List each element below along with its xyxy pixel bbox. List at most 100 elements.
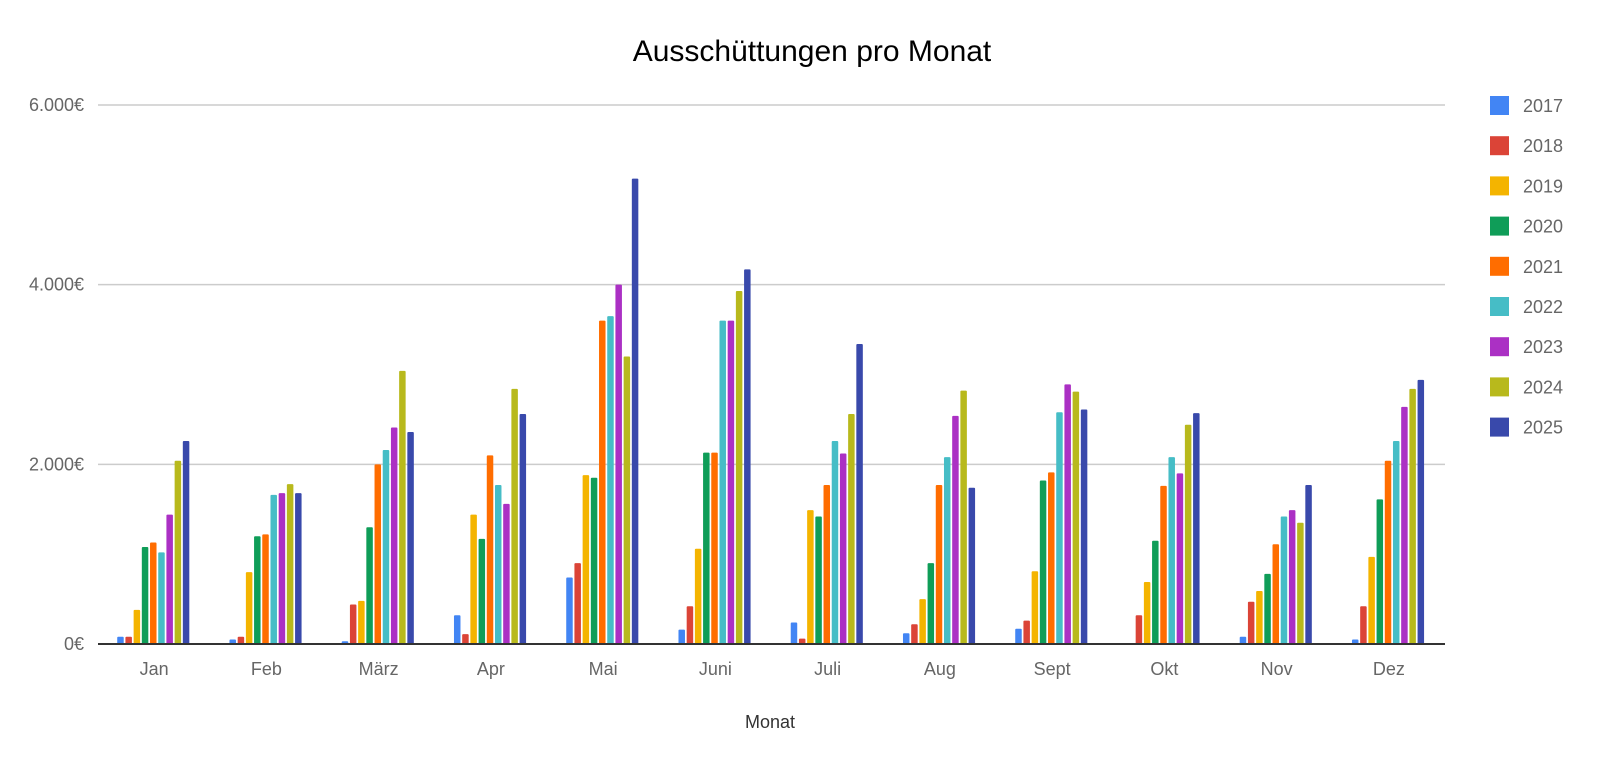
bar-2018-Sept[interactable] bbox=[1023, 620, 1030, 644]
bar-2017-Mai[interactable] bbox=[566, 577, 573, 644]
bar-2019-Okt[interactable] bbox=[1143, 582, 1151, 644]
bar-2023-Nov[interactable] bbox=[1288, 510, 1296, 644]
bar-2018-Juni[interactable] bbox=[686, 606, 694, 644]
bar-2023-Dez[interactable] bbox=[1401, 406, 1408, 644]
bar-2017-Apr[interactable] bbox=[453, 615, 461, 644]
bar-2023-Okt[interactable] bbox=[1176, 473, 1184, 644]
bar-2021-Nov[interactable] bbox=[1272, 544, 1280, 644]
legend-label-2019[interactable]: 2019 bbox=[1523, 176, 1563, 196]
bar-2025-Okt[interactable] bbox=[1193, 413, 1200, 644]
bar-2025-Apr[interactable] bbox=[519, 414, 527, 644]
legend-swatch-2023[interactable] bbox=[1490, 337, 1509, 357]
bar-2019-Jan[interactable] bbox=[133, 609, 141, 644]
bar-2021-Apr[interactable] bbox=[486, 455, 494, 644]
bar-2021-Sept[interactable] bbox=[1048, 472, 1055, 644]
legend-swatch-2022[interactable] bbox=[1490, 297, 1509, 316]
bar-2022-Mai[interactable] bbox=[607, 316, 614, 644]
legend-swatch-2021[interactable] bbox=[1490, 256, 1509, 276]
bar-2023-Sept[interactable] bbox=[1064, 384, 1071, 644]
bar-2022-Okt[interactable] bbox=[1168, 457, 1175, 644]
bar-2021-Juli[interactable] bbox=[823, 485, 831, 644]
bar-2022-Sept[interactable] bbox=[1056, 412, 1063, 644]
bar-2020-Feb[interactable] bbox=[254, 536, 261, 644]
bar-2023-Mai[interactable] bbox=[615, 284, 622, 644]
bar-2022-Juli[interactable] bbox=[831, 440, 839, 644]
bar-2024-Aug[interactable] bbox=[960, 390, 967, 644]
bar-2025-Mai[interactable] bbox=[631, 178, 639, 644]
bar-2019-Aug[interactable] bbox=[919, 599, 926, 644]
legend-label-2023[interactable]: 2023 bbox=[1523, 337, 1563, 357]
bar-2019-Mai[interactable] bbox=[582, 475, 590, 644]
bar-2020-März[interactable] bbox=[366, 527, 373, 644]
bar-2020-Okt[interactable] bbox=[1152, 540, 1159, 644]
bar-2019-Feb[interactable] bbox=[245, 572, 253, 644]
bar-2022-Aug[interactable] bbox=[943, 457, 951, 644]
bar-2020-Apr[interactable] bbox=[478, 538, 486, 644]
bar-2022-Feb[interactable] bbox=[270, 494, 277, 644]
bar-2020-Jan[interactable] bbox=[141, 546, 149, 644]
bar-2021-Jan[interactable] bbox=[150, 542, 157, 644]
legend-label-2024[interactable]: 2024 bbox=[1523, 377, 1563, 397]
legend-swatch-2018[interactable] bbox=[1490, 136, 1509, 156]
bar-2024-Mai[interactable] bbox=[623, 356, 631, 644]
bar-2020-Nov[interactable] bbox=[1264, 573, 1271, 644]
bar-2017-Jan[interactable] bbox=[117, 636, 124, 644]
bar-2017-Nov[interactable] bbox=[1239, 636, 1247, 644]
bar-2017-Juni[interactable] bbox=[678, 629, 685, 644]
bar-2024-März[interactable] bbox=[399, 370, 406, 644]
bar-2022-März[interactable] bbox=[382, 449, 390, 644]
bar-2022-Jan[interactable] bbox=[158, 552, 165, 644]
bar-2017-Sept[interactable] bbox=[1015, 628, 1022, 644]
bar-2019-Apr[interactable] bbox=[470, 514, 477, 644]
bar-2024-Okt[interactable] bbox=[1184, 424, 1192, 644]
bar-2023-März[interactable] bbox=[390, 427, 398, 645]
bar-2024-Jan[interactable] bbox=[174, 460, 182, 644]
bar-2018-Dez[interactable] bbox=[1360, 606, 1367, 644]
bar-2025-März[interactable] bbox=[407, 431, 414, 644]
bar-2018-Apr[interactable] bbox=[462, 634, 469, 644]
bar-2024-Nov[interactable] bbox=[1297, 522, 1304, 644]
bar-2019-Dez[interactable] bbox=[1368, 556, 1375, 644]
bar-2024-Juli[interactable] bbox=[848, 414, 855, 644]
bar-2018-Jan[interactable] bbox=[125, 636, 132, 644]
bar-2021-Aug[interactable] bbox=[935, 485, 943, 644]
bar-2021-Okt[interactable] bbox=[1160, 485, 1167, 644]
bar-2023-Feb[interactable] bbox=[278, 493, 286, 644]
bar-2023-Jan[interactable] bbox=[166, 514, 173, 644]
bar-2024-Sept[interactable] bbox=[1072, 391, 1080, 644]
bar-2018-Aug[interactable] bbox=[911, 624, 918, 644]
bar-2020-Juli[interactable] bbox=[815, 516, 822, 644]
bar-2022-Dez[interactable] bbox=[1392, 440, 1400, 644]
bar-2022-Juni[interactable] bbox=[719, 320, 726, 644]
bar-2019-Juni[interactable] bbox=[694, 548, 702, 644]
bar-2021-Juni[interactable] bbox=[711, 452, 718, 644]
bar-2018-Mai[interactable] bbox=[574, 563, 581, 644]
bar-2019-Nov[interactable] bbox=[1256, 591, 1263, 644]
bar-2017-Juli[interactable] bbox=[790, 622, 798, 644]
bar-2020-Mai[interactable] bbox=[590, 477, 598, 644]
bar-2021-Feb[interactable] bbox=[262, 534, 269, 644]
bar-2020-Aug[interactable] bbox=[927, 563, 935, 644]
legend-label-2018[interactable]: 2018 bbox=[1523, 136, 1563, 156]
bar-2018-Juli[interactable] bbox=[798, 638, 806, 644]
legend-swatch-2024[interactable] bbox=[1490, 377, 1509, 397]
bar-2023-Juli[interactable] bbox=[839, 453, 847, 644]
bar-2021-Mai[interactable] bbox=[599, 320, 606, 644]
bar-2025-Nov[interactable] bbox=[1305, 485, 1312, 644]
bar-2023-Aug[interactable] bbox=[952, 415, 959, 644]
bar-2025-Feb[interactable] bbox=[295, 493, 302, 644]
bar-2018-Okt[interactable] bbox=[1135, 615, 1143, 644]
bar-2024-Juni[interactable] bbox=[735, 290, 743, 644]
bar-2021-Dez[interactable] bbox=[1384, 460, 1392, 644]
bar-2020-Dez[interactable] bbox=[1376, 499, 1384, 644]
legend-label-2021[interactable]: 2021 bbox=[1523, 257, 1563, 277]
bar-2019-Sept[interactable] bbox=[1031, 571, 1039, 644]
bar-2023-Apr[interactable] bbox=[503, 503, 510, 644]
legend-swatch-2017[interactable] bbox=[1490, 96, 1509, 115]
bar-2020-Sept[interactable] bbox=[1039, 480, 1047, 645]
bar-2017-Feb[interactable] bbox=[229, 639, 236, 644]
bar-2025-Dez[interactable] bbox=[1417, 379, 1425, 644]
bar-2022-Nov[interactable] bbox=[1280, 516, 1288, 644]
bar-2019-März[interactable] bbox=[358, 600, 365, 644]
bar-2022-Apr[interactable] bbox=[494, 485, 502, 644]
